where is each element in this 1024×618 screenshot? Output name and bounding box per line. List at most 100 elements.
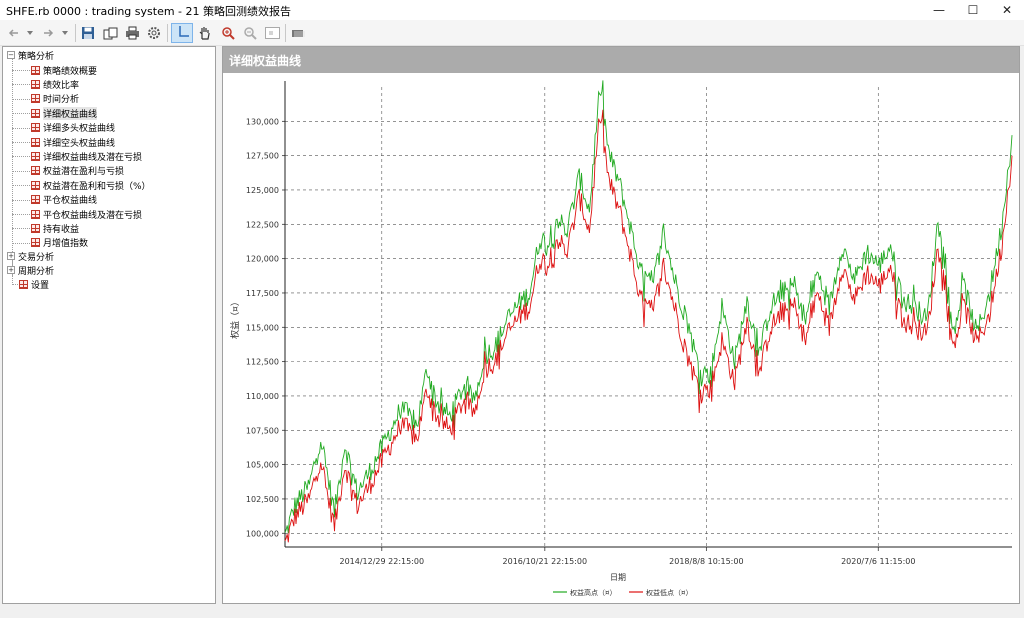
equity-curve-chart[interactable]: 100,000 102,500 105,000 107,500 110,000 112,5… [223, 73, 1019, 603]
grid-lines [285, 87, 1012, 547]
panel-header: 详细权益曲线 [223, 47, 1019, 73]
export-icon[interactable] [289, 23, 309, 43]
x-tick-label: 2014/12/29 22:15:00 [339, 557, 424, 566]
report-grid-icon [31, 108, 40, 118]
crosshair-icon[interactable] [171, 23, 193, 43]
chart-axes [282, 81, 1012, 551]
forward-icon[interactable] [40, 23, 56, 43]
toolbar-separator [75, 24, 76, 42]
report-grid-icon [31, 180, 40, 190]
toolbar-separator [285, 24, 286, 42]
tree-item[interactable]: 绩效比率 [31, 77, 79, 91]
settings-icon[interactable] [145, 23, 163, 43]
tree-guide-line [12, 70, 30, 71]
collapse-icon[interactable]: − [7, 51, 15, 59]
report-grid-icon [19, 279, 28, 289]
report-grid-icon [31, 94, 40, 104]
copy-icon[interactable] [101, 23, 119, 43]
tree-item-label: 详细权益曲线 [43, 106, 98, 120]
tree-node-trade-analysis[interactable]: + 交易分析 [7, 249, 54, 263]
y-tick-label: 107,500 [246, 426, 279, 435]
expand-icon[interactable]: + [7, 252, 15, 260]
back-dropdown-icon[interactable] [25, 23, 35, 43]
tree-item-label: 策略绩效概要 [43, 66, 98, 77]
tree-guide-line [12, 199, 30, 201]
y-tick-label: 110,000 [246, 392, 279, 401]
tree-item-label: 月增值指数 [43, 239, 89, 250]
report-grid-icon [31, 166, 40, 176]
window-title: SHFE.rb 0000 : trading system - 21 策略回测绩… [6, 5, 292, 18]
zoom-out-icon[interactable] [241, 23, 259, 43]
tree-guide-line [12, 170, 30, 172]
title-bar: SHFE.rb 0000 : trading system - 21 策略回测绩… [0, 0, 1024, 20]
tree-guide-line [12, 242, 30, 244]
tree-item-label: 平仓权益曲线及潜在亏损 [43, 210, 143, 221]
tree-guide-line [12, 228, 30, 230]
tree-node-strategy-analysis[interactable]: − 策略分析 [7, 48, 54, 62]
tree-item[interactable]: 持有收益 [31, 221, 79, 235]
tree-item[interactable]: 权益潜在盈利与亏损 [31, 164, 124, 178]
report-grid-icon [31, 209, 40, 219]
zoom-in-icon[interactable] [219, 23, 237, 43]
y-tick-label: 112,500 [246, 358, 279, 367]
tree-item[interactable]: 时间分析 [31, 92, 79, 106]
tree-item[interactable]: 详细空头权益曲线 [31, 135, 115, 149]
print-icon[interactable] [123, 23, 141, 43]
forward-dropdown-icon[interactable] [60, 23, 70, 43]
chart-panel: 详细权益曲线 100,000 102,500 105,000 107,500 110,0… [222, 46, 1020, 604]
tree-node-label: 周期分析 [18, 266, 55, 277]
x-axis-label: 日期 [610, 573, 626, 582]
tree-guide-line [12, 113, 30, 115]
chart-legend: 权益高点（¤） 权益低点（¤） [553, 588, 692, 597]
back-icon[interactable] [6, 23, 22, 43]
hand-pan-icon[interactable] [196, 23, 214, 43]
y-tick-labels: 100,000 102,500 105,000 107,500 110,000 112,5… [246, 117, 279, 538]
tree-guide-line [12, 214, 30, 215]
maximize-button[interactable]: ☐ [956, 0, 990, 20]
tree-item[interactable]: 策略绩效概要 [31, 63, 97, 77]
tree-item[interactable]: 月增值指数 [31, 236, 88, 250]
maximize-icon: ☐ [967, 3, 979, 17]
tree-item-label: 平仓权益曲线 [43, 196, 98, 207]
tree-node-settings[interactable]: 设置 [19, 277, 49, 291]
y-tick-label: 100,000 [246, 529, 279, 538]
report-grid-icon [31, 123, 40, 133]
zoom-reset-icon[interactable] [263, 23, 281, 43]
expand-icon[interactable]: + [7, 266, 15, 274]
tree-item[interactable]: 详细多头权益曲线 [31, 121, 115, 135]
tree-item-label: 时间分析 [43, 95, 80, 106]
y-axis-label: 权益（¤） [229, 297, 241, 339]
tree-item-label: 详细权益曲线及潜在亏损 [43, 152, 143, 163]
toolbar-separator [167, 24, 168, 42]
report-grid-icon [31, 238, 40, 248]
report-grid-icon [31, 137, 40, 147]
report-grid-icon [31, 79, 40, 89]
tree-item-label: 持有收益 [43, 224, 80, 235]
navigation-tree: − 策略分析 策略绩效概要 绩效比率时间分析 详细权益曲线 详细多头权益曲线详细空头权… [2, 46, 216, 604]
tree-item-label: 绩效比率 [43, 80, 80, 91]
tree-item[interactable]: 详细权益曲线 [31, 106, 98, 120]
tree-node-period-analysis[interactable]: + 周期分析 [7, 263, 54, 277]
series-lines [284, 80, 1013, 543]
report-grid-icon [31, 151, 40, 161]
tree-node-label: 设置 [31, 280, 50, 291]
save-icon[interactable] [79, 23, 97, 43]
tree-guide-line [12, 127, 30, 129]
tree-item-label: 详细空头权益曲线 [43, 138, 116, 149]
tree-item[interactable]: 权益潜在盈利和亏损（%） [31, 178, 151, 192]
y-tick-label: 115,000 [246, 323, 279, 332]
y-tick-label: 120,000 [246, 255, 279, 264]
tree-guide-line [12, 142, 30, 143]
report-grid-icon [31, 195, 40, 205]
toolbar [0, 20, 1024, 46]
tree-item[interactable]: 平仓权益曲线 [31, 193, 97, 207]
tree-item-label: 权益潜在盈利与亏损 [43, 167, 125, 178]
x-tick-labels: 2014/12/29 22:15:00 2016/10/21 22:15:00 20… [339, 557, 915, 566]
tree-item[interactable]: 详细权益曲线及潜在亏损 [31, 149, 142, 163]
y-tick-label: 122,500 [246, 220, 279, 229]
tree-item[interactable]: 平仓权益曲线及潜在亏损 [31, 207, 142, 221]
tree-item-label: 权益潜在盈利和亏损（%） [43, 181, 151, 192]
minimize-button[interactable]: — [922, 0, 956, 20]
close-button[interactable]: ✕ [990, 0, 1024, 20]
tree-guide-line [12, 98, 30, 100]
